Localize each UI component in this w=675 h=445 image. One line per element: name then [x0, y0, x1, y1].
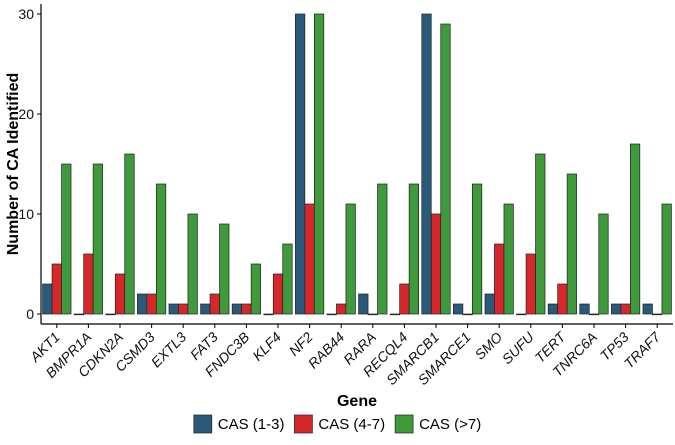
bar-bmpr1a-series-2	[83, 253, 94, 315]
bar-tp53-series-3	[629, 143, 641, 315]
bar-tnrc6a-series-3	[598, 213, 609, 315]
bar-klf4-series-2	[272, 273, 284, 315]
x-tick-label-extl3: EXTL3	[148, 329, 190, 371]
x-tick-label-sufu: SUFU	[499, 328, 538, 367]
bar-rab44-series-3	[345, 203, 356, 315]
bar-cdkn2a-series-2	[114, 273, 126, 315]
legend-label-series-1: CAS (1-3)	[218, 416, 285, 433]
bar-tnrc6a-series-1	[579, 303, 590, 315]
bar-extl3-series-3	[187, 213, 198, 315]
bar-recql4-series-1	[389, 313, 401, 316]
bar-nf2-series-2	[304, 203, 315, 315]
bar-smo-series-2	[494, 243, 505, 315]
bar-rara-series-2	[367, 313, 378, 316]
x-axis-ticks: AKT1BMPR1ACDKN2ACSMD3EXTL3FAT3FNDC3BKLF4…	[26, 324, 664, 388]
y-axis-title: Number of CA Identified	[5, 73, 22, 256]
x-tick-label-traf7: TRAF7	[621, 328, 665, 372]
bar-tnrc6a-series-2	[588, 313, 600, 316]
bar-sufu-series-2	[525, 253, 536, 315]
bar-smarcb1-series-1	[421, 13, 432, 315]
x-axis-title: Gene	[337, 393, 377, 410]
bar-smarcb1-series-2	[430, 213, 442, 315]
y-tick-label: 30	[18, 6, 34, 22]
bar-csmd3-series-2	[146, 293, 157, 315]
bar-tert-series-3	[566, 173, 577, 315]
bar-rara-series-3	[377, 183, 388, 315]
bars-layer	[42, 13, 672, 316]
bar-akt1-series-1	[42, 283, 53, 315]
bar-extl3-series-1	[168, 303, 179, 315]
bar-tp53-series-2	[620, 303, 631, 315]
bar-smarce1-series-2	[462, 313, 473, 316]
bar-cdkn2a-series-1	[105, 313, 116, 316]
bar-smo-series-1	[484, 293, 495, 315]
bar-extl3-series-2	[178, 303, 189, 315]
bar-smarcb1-series-3	[440, 23, 451, 315]
bar-fndc3b-series-2	[241, 303, 252, 315]
bar-smarce1-series-3	[471, 183, 483, 315]
legend-label-series-3: CAS (>7)	[419, 416, 481, 433]
x-tick-label-rab44: RAB44	[305, 329, 348, 372]
bar-fndc3b-series-1	[231, 303, 243, 315]
bar-bmpr1a-series-3	[92, 163, 103, 315]
bar-rab44-series-2	[336, 303, 347, 315]
bar-klf4-series-1	[263, 313, 274, 316]
bar-recql4-series-2	[399, 283, 410, 315]
bar-akt1-series-2	[51, 263, 62, 315]
bar-csmd3-series-3	[155, 183, 167, 315]
bar-sufu-series-3	[535, 153, 546, 315]
y-tick-label: 10	[18, 206, 34, 222]
bar-fat3-series-1	[200, 303, 211, 315]
bar-recql4-series-3	[408, 183, 419, 315]
bar-rab44-series-1	[326, 313, 337, 316]
bar-nf2-series-3	[313, 13, 325, 315]
bar-fndc3b-series-3	[250, 263, 261, 315]
bar-traf7-series-3	[661, 203, 672, 315]
y-tick-label: 0	[26, 306, 34, 322]
bar-sufu-series-1	[516, 313, 527, 316]
bar-traf7-series-2	[652, 313, 663, 316]
y-axis-ticks: 0 10 20 30	[18, 6, 41, 322]
legend-swatch-series-1	[193, 414, 213, 434]
legend: CAS (1-3) CAS (4-7) CAS (>7)	[193, 414, 481, 434]
bar-traf7-series-1	[642, 303, 653, 315]
legend-label-series-2: CAS (4-7)	[318, 416, 385, 433]
bar-tp53-series-1	[611, 303, 622, 315]
bar-akt1-series-3	[61, 163, 72, 315]
bar-bmpr1a-series-1	[73, 313, 85, 316]
bar-fat3-series-3	[219, 223, 230, 315]
bar-nf2-series-1	[295, 13, 306, 315]
bar-tert-series-2	[557, 283, 568, 315]
legend-swatch-series-2	[294, 414, 313, 434]
bar-cdkn2a-series-3	[124, 153, 135, 315]
x-tick-label-klf4: KLF4	[249, 329, 284, 364]
y-tick-label: 20	[18, 106, 34, 122]
bar-tert-series-1	[547, 303, 559, 315]
bar-smarce1-series-1	[453, 303, 464, 315]
bar-fat3-series-2	[209, 293, 220, 315]
legend-swatch-series-3	[394, 414, 414, 434]
bar-rara-series-1	[358, 293, 369, 315]
bar-smo-series-3	[503, 203, 514, 315]
bar-klf4-series-3	[282, 243, 293, 315]
bar-csmd3-series-1	[137, 293, 148, 315]
